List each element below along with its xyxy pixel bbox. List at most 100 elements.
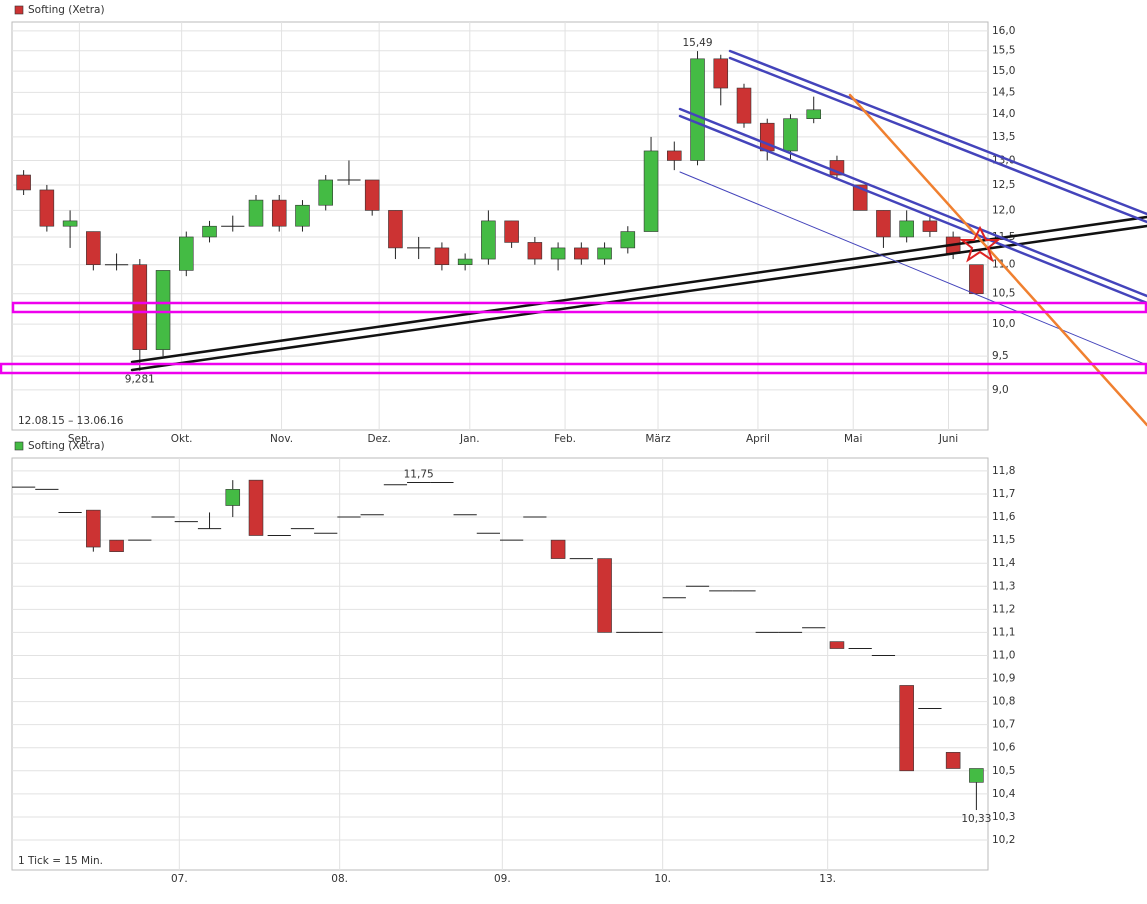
candle-body xyxy=(86,231,101,266)
y-tick-label: 11,7 xyxy=(992,488,1015,500)
y-tick-label: 14,0 xyxy=(992,108,1015,120)
candle-body xyxy=(248,199,264,227)
candle-body xyxy=(969,768,984,783)
candle-body xyxy=(736,87,752,124)
y-tick-label: 13,5 xyxy=(992,131,1015,143)
legend-swatch xyxy=(14,441,24,451)
y-tick-label: 11,4 xyxy=(992,557,1016,569)
y-tick-label: 10,7 xyxy=(992,719,1015,731)
x-tick-label: Sep. xyxy=(68,433,91,445)
y-tick-label: 10,2 xyxy=(992,834,1015,846)
candle-body xyxy=(248,479,264,536)
candle-body xyxy=(899,685,914,772)
candle-body xyxy=(179,236,194,271)
candle-body xyxy=(574,247,589,260)
candle-body xyxy=(690,58,705,161)
drawings xyxy=(0,49,1147,427)
candle-body xyxy=(922,220,938,232)
candle-body xyxy=(39,189,55,227)
candle-body xyxy=(643,150,659,232)
y-tick-label: 11,3 xyxy=(992,580,1015,592)
y-tick-label: 10,8 xyxy=(992,696,1015,708)
data-layer: 16,015,515,014,514,013,513,012,512,011,5… xyxy=(11,4,1016,885)
annotation: 10,33 xyxy=(961,813,991,825)
candle-body xyxy=(899,220,914,238)
channel-line xyxy=(728,49,1147,216)
candle-body xyxy=(852,184,868,211)
y-tick-label: 12,0 xyxy=(992,204,1015,216)
x-tick-label: Jan. xyxy=(459,433,480,445)
candle-body xyxy=(829,641,845,649)
y-tick-label: 11,2 xyxy=(992,603,1015,615)
y-tick-label: 12,5 xyxy=(992,179,1015,191)
candle-body xyxy=(318,179,333,206)
candle-body xyxy=(620,231,636,249)
y-tick-label: 10,0 xyxy=(992,318,1015,330)
y-tick-label: 11,6 xyxy=(992,511,1016,523)
plot-frame xyxy=(11,21,989,431)
x-tick-label: 09. xyxy=(494,873,511,885)
annotation: 9,281 xyxy=(125,374,155,386)
y-tick-label: 15,5 xyxy=(992,45,1015,57)
y-tick-label: 10,9 xyxy=(992,673,1015,685)
y-tick-label: 10,3 xyxy=(992,811,1015,823)
y-tick-label: 9,0 xyxy=(992,384,1009,396)
candle-body xyxy=(527,242,543,260)
candle-body xyxy=(109,539,124,552)
y-tick-label: 9,5 xyxy=(992,350,1009,362)
candle-body xyxy=(295,204,310,227)
x-tick-label: Feb. xyxy=(554,433,576,445)
candle-body xyxy=(202,225,217,238)
x-tick-label: 13. xyxy=(819,873,836,885)
candle-body xyxy=(597,247,612,260)
candle-body xyxy=(876,210,891,238)
candle-body xyxy=(434,247,450,266)
y-tick-label: 11,5 xyxy=(992,534,1015,546)
candle-body xyxy=(945,752,961,769)
x-tick-label: März xyxy=(645,433,671,445)
candle-body xyxy=(806,109,821,119)
y-tick-label: 10,4 xyxy=(992,788,1016,800)
legend-label: Softing (Xetra) xyxy=(28,440,105,452)
candle-body xyxy=(667,150,682,161)
candle-body xyxy=(504,220,519,243)
x-tick-label: Mai xyxy=(844,433,862,445)
candle-body xyxy=(225,489,241,506)
annotation: 11,75 xyxy=(404,468,434,480)
candle-body xyxy=(364,179,380,211)
candle-body xyxy=(713,58,729,89)
x-tick-label: Dez. xyxy=(367,433,390,445)
candle-body xyxy=(550,247,566,260)
candle-body xyxy=(388,210,403,249)
support-box xyxy=(0,362,1147,375)
candle-body xyxy=(597,558,612,633)
orange-line xyxy=(848,93,1147,427)
x-tick-label: April xyxy=(746,433,770,445)
y-tick-label: 15,0 xyxy=(992,65,1015,77)
candle-body xyxy=(16,174,31,191)
y-tick-label: 16,0 xyxy=(992,25,1015,37)
x-tick-label: 07. xyxy=(171,873,188,885)
candle-body xyxy=(969,264,984,295)
candle-body xyxy=(783,118,798,152)
support-box xyxy=(11,301,1147,314)
channel-line xyxy=(678,107,1147,298)
x-tick-label: 10. xyxy=(654,873,671,885)
y-tick-label: 14,5 xyxy=(992,86,1015,98)
y-tick-label: 11,8 xyxy=(992,465,1015,477)
candle-body xyxy=(62,220,78,227)
y-tick-label: 10,5 xyxy=(992,288,1015,300)
candle-body xyxy=(457,258,473,266)
note: 12.08.15 – 13.06.16 xyxy=(18,415,124,427)
y-tick-label: 10,6 xyxy=(992,742,1016,754)
plot-frame xyxy=(11,457,989,871)
trend-line xyxy=(130,215,1147,364)
trend-line xyxy=(130,224,1147,372)
x-tick-label: Juni xyxy=(938,433,958,445)
x-tick-label: Nov. xyxy=(270,433,293,445)
x-tick-label: Okt. xyxy=(171,433,193,445)
candle-body xyxy=(271,199,287,227)
x-tick-label: 08. xyxy=(331,873,348,885)
y-tick-label: 10,5 xyxy=(992,765,1015,777)
